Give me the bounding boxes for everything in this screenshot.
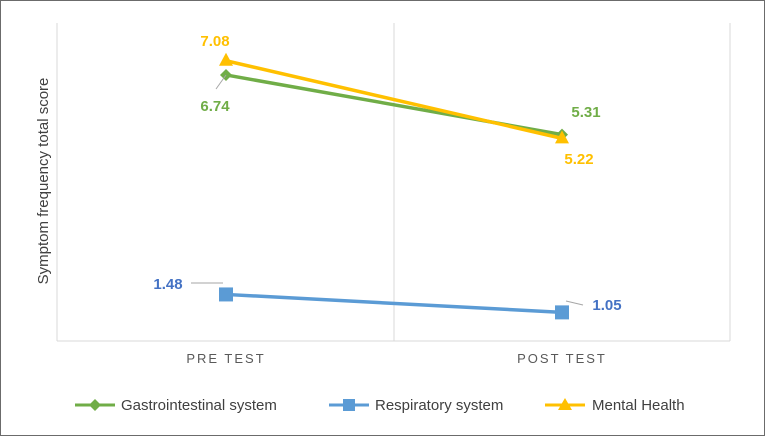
series-line-respiratory-system	[225, 292, 563, 315]
data-point-mental-health-post-test	[555, 130, 569, 144]
data-label-resp-pre: 1.48	[153, 276, 182, 293]
data-point-gastrointestinal-system-pre-test	[220, 68, 232, 81]
legend-marker-triangle	[558, 398, 572, 410]
legend: Gastrointestinal system Respiratory syst…	[75, 397, 685, 414]
data-point-respiratory-system-pre-test	[219, 287, 233, 302]
series-mental-health	[219, 52, 569, 144]
series-line-mental-health	[225, 59, 563, 141]
x-tick-label-pre-test: PRE TEST	[186, 351, 265, 366]
y-axis-label: Symptom frequency total score	[35, 78, 52, 285]
data-label-mh-post: 5.22	[564, 151, 593, 168]
series-respiratory-system	[219, 287, 569, 320]
legend-item-respiratory: Respiratory system	[329, 397, 503, 414]
data-label-gi-post: 5.31	[571, 104, 600, 121]
legend-label-gastrointestinal: Gastrointestinal system	[121, 397, 277, 414]
leader-lines	[191, 74, 584, 306]
leader-line-gi-pre	[215, 74, 227, 90]
legend-label-mental-health: Mental Health	[592, 397, 685, 414]
legend-item-mental-health: Mental Health	[545, 397, 685, 414]
series-layer	[219, 52, 569, 320]
legend-marker-square	[343, 399, 355, 411]
data-point-respiratory-system-post-test	[555, 305, 569, 320]
data-point-mental-health-pre-test	[219, 52, 233, 66]
data-label-resp-post: 1.05	[592, 297, 621, 314]
legend-label-respiratory: Respiratory system	[375, 397, 503, 414]
leader-line-resp-post	[565, 300, 584, 306]
x-tick-label-post-test: POST TEST	[517, 351, 607, 366]
data-label-gi-pre: 6.74	[200, 98, 230, 115]
legend-item-gastrointestinal: Gastrointestinal system	[75, 397, 277, 414]
legend-marker-diamond	[89, 399, 101, 411]
data-label-mh-pre: 7.08	[200, 33, 229, 50]
